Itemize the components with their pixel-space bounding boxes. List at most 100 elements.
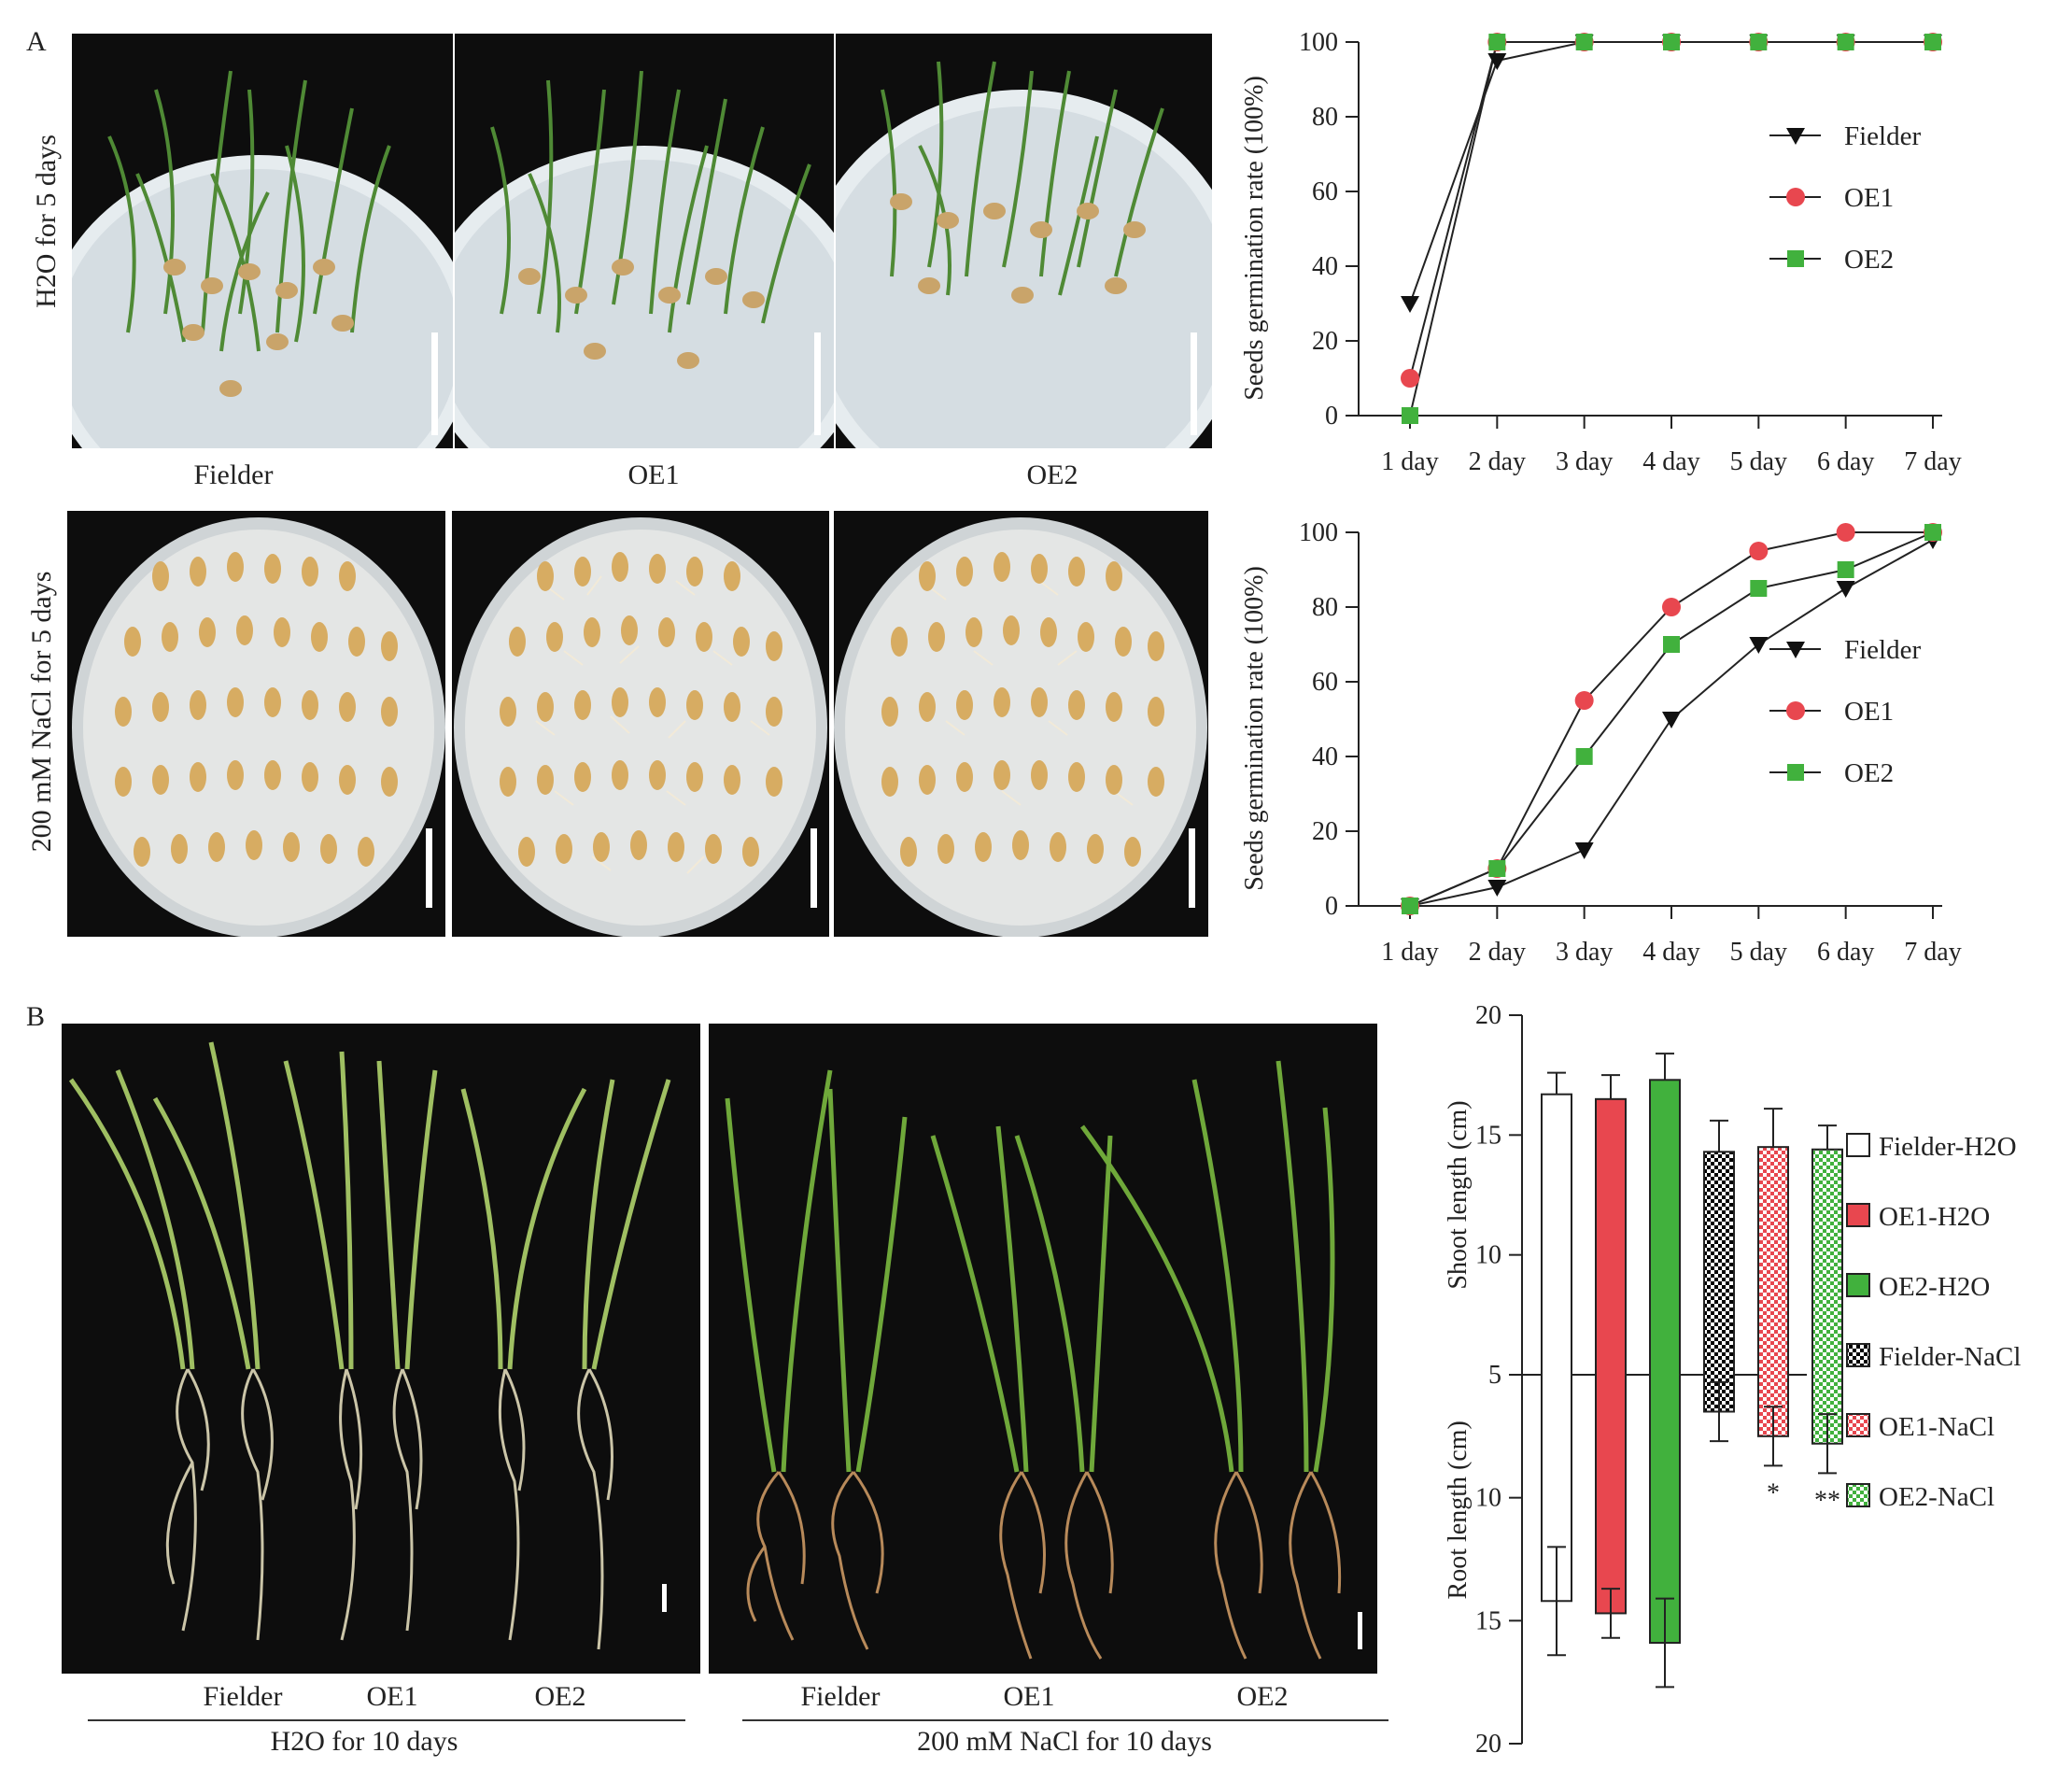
- b-left-label-oe2: OE2: [534, 1681, 586, 1712]
- data-point-fielder: [1836, 581, 1855, 598]
- photo-h2o-oe1: [455, 34, 834, 448]
- shoot-tick-label: 10: [1475, 1241, 1501, 1270]
- germination-chart-h2o: 0 20 40 60 80 100 1 day 2 day 3 day 4 day 5 day 6 d…: [1223, 19, 2064, 495]
- bar-oe2-h2o: [1649, 1079, 1681, 1645]
- data-point-oe2: [1750, 580, 1768, 597]
- data-point-oe2: [1575, 34, 1593, 50]
- data-point-oe1: [1401, 369, 1419, 388]
- panel-label-b: B: [26, 1001, 46, 1032]
- x-tick-label: 3 day: [1556, 447, 1613, 476]
- shoot-tick-label: 5: [1488, 1361, 1501, 1390]
- data-point-fielder: [1662, 712, 1681, 728]
- bar-fielder-nacl: [1703, 1151, 1735, 1413]
- x-tick-label: 7 day: [1904, 447, 1961, 476]
- data-point-oe2: [1663, 636, 1680, 653]
- bar-oe1-nacl: [1757, 1146, 1789, 1437]
- panel-label-a: A: [26, 26, 47, 57]
- data-point-oe2: [1837, 34, 1854, 50]
- root-tick-label: 15: [1475, 1606, 1501, 1635]
- data-point-fielder: [1749, 637, 1769, 654]
- data-point-fielder: [1574, 842, 1594, 859]
- legend-marker-oe2: [1787, 764, 1804, 781]
- shoot-tick-label: 20: [1475, 1001, 1501, 1030]
- x-tick-label: 4 day: [1642, 447, 1699, 476]
- shoot-axis-label: Shoot length (cm): [1444, 1100, 1473, 1289]
- b-left-label-oe1: OE1: [366, 1681, 418, 1712]
- legend-marker-oe1: [1786, 188, 1805, 206]
- data-point-oe2: [1924, 34, 1941, 50]
- data-point-oe1: [1662, 598, 1681, 616]
- photo-seedlings-nacl: [709, 1024, 1377, 1674]
- y-tick-label: 0: [1325, 402, 1338, 431]
- data-point-oe2: [1750, 34, 1768, 50]
- legend-swatch-oe1-h2o: [1846, 1203, 1870, 1227]
- data-point-oe2: [1663, 34, 1680, 50]
- b-right-label-oe1: OE1: [1003, 1681, 1055, 1712]
- photo-nacl-oe1: [452, 511, 829, 937]
- x-tick-label: 4 day: [1642, 938, 1699, 967]
- photo-h2o-fielder: [72, 34, 453, 448]
- root-tick-label: 20: [1475, 1730, 1501, 1759]
- y-tick-label: 20: [1312, 327, 1338, 356]
- legend-swatch-oe2-nacl: [1846, 1483, 1870, 1507]
- row1-label-fielder: Fielder: [193, 459, 274, 490]
- b-left-divider: [88, 1719, 685, 1721]
- legend-label-fielder: Fielder: [1844, 635, 1921, 665]
- legend-label-oe1-h2o: OE1-H2O: [1879, 1202, 1990, 1232]
- significance-oe2-nacl: **: [1814, 1486, 1840, 1515]
- y-tick-label: 80: [1312, 593, 1338, 622]
- significance-oe1-nacl: *: [1767, 1478, 1780, 1507]
- legend-label-fielder-h2o: Fielder-H2O: [1879, 1132, 2017, 1162]
- bar-oe1-h2o: [1595, 1097, 1627, 1615]
- b-right-label-fielder: Fielder: [800, 1681, 881, 1712]
- data-point-fielder: [1487, 53, 1507, 70]
- x-tick-label: 6 day: [1817, 447, 1874, 476]
- shoot-tick-label: 15: [1475, 1121, 1501, 1150]
- legend-label-oe2: OE2: [1844, 245, 1894, 275]
- length-bar-chart: 20 15 10 5 10 15 20 Shoot length (cm) Root lengt…: [1401, 1001, 2065, 1762]
- y-tick-label: 40: [1312, 742, 1338, 771]
- x-tick-label: 3 day: [1556, 938, 1613, 967]
- y-axis-label: Seeds germination rate (100%): [1240, 76, 1269, 401]
- legend-label-oe1: OE1: [1844, 183, 1894, 213]
- legend-label-oe1: OE1: [1844, 697, 1894, 727]
- data-point-oe1: [1574, 691, 1594, 710]
- germination-chart-nacl: 0 20 40 60 80 100 1 day 2 day 3 day 4 day 5 day 6 d…: [1223, 509, 2064, 985]
- b-left-condition: H2O for 10 days: [270, 1726, 458, 1757]
- x-tick-label: 6 day: [1817, 938, 1874, 967]
- y-tick-label: 60: [1312, 668, 1338, 697]
- legend-label-oe2-nacl: OE2-NaCl: [1879, 1482, 1994, 1512]
- y-tick-label: 40: [1312, 252, 1338, 281]
- b-right-label-oe2: OE2: [1236, 1681, 1289, 1712]
- row1-label-oe2: OE2: [1026, 459, 1078, 490]
- b-right-divider: [742, 1719, 1388, 1721]
- row1-condition-label: H2O for 5 days: [31, 134, 62, 308]
- legend-marker-fielder: [1786, 642, 1805, 658]
- x-tick-label: 1 day: [1381, 447, 1438, 476]
- legend-label-oe2: OE2: [1844, 758, 1894, 788]
- series-line-oe2: [1409, 41, 1933, 417]
- photo-nacl-fielder: [67, 511, 445, 937]
- photo-h2o-oe2: [836, 34, 1212, 448]
- data-point-oe2: [1924, 524, 1941, 541]
- root-axis-label: Root length (cm): [1444, 1421, 1473, 1599]
- data-point-fielder: [1487, 880, 1507, 897]
- legend-marker-fielder: [1786, 128, 1805, 145]
- row1-label-oe1: OE1: [627, 459, 680, 490]
- legend-label-oe2-h2o: OE2-H2O: [1879, 1272, 1990, 1302]
- y-tick-label: 100: [1299, 28, 1338, 57]
- data-point-oe2: [1488, 34, 1506, 50]
- row2-condition-label: 200 mM NaCl for 5 days: [26, 571, 57, 853]
- data-point-oe2: [1575, 748, 1593, 765]
- legend-label-fielder: Fielder: [1844, 121, 1921, 151]
- root-tick-label: 10: [1475, 1484, 1501, 1513]
- legend-swatch-oe1-nacl: [1846, 1413, 1870, 1437]
- legend-label-oe1-nacl: OE1-NaCl: [1879, 1412, 1994, 1442]
- x-tick-label: 7 day: [1904, 938, 1961, 967]
- y-axis-label: Seeds germination rate (100%): [1240, 566, 1269, 891]
- y-tick-label: 80: [1312, 103, 1338, 132]
- data-point-oe1: [1836, 523, 1855, 542]
- y-tick-label: 100: [1299, 518, 1338, 547]
- legend-marker-oe2: [1787, 250, 1804, 267]
- legend-swatch-fielder-nacl: [1846, 1343, 1870, 1367]
